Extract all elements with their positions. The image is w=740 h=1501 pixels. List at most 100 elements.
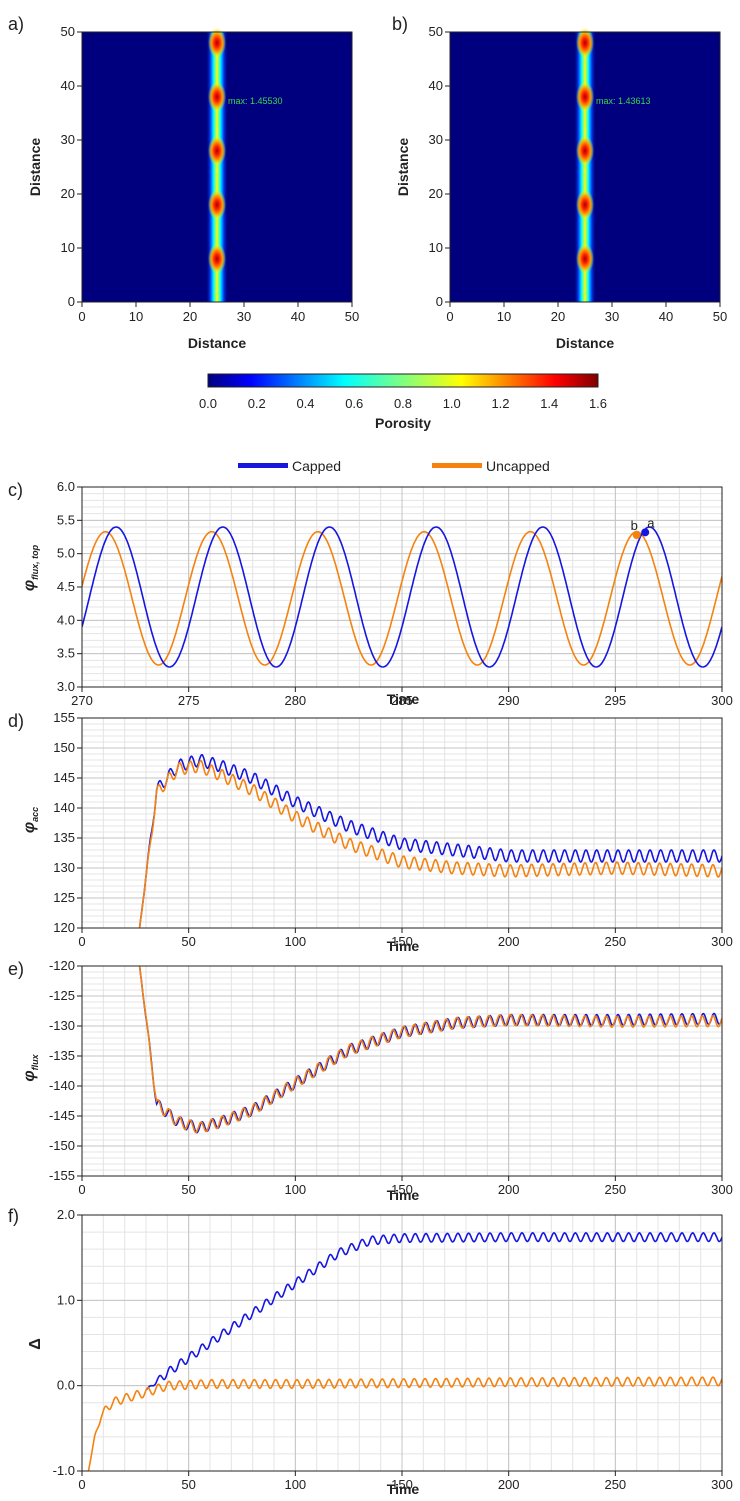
p-c-marker-label-a: a bbox=[647, 515, 655, 530]
colorbar-tick-label: 1.6 bbox=[589, 396, 607, 411]
p-d-series-uncapped bbox=[138, 759, 722, 928]
p-c-ytick-label: 5.5 bbox=[57, 512, 75, 527]
p-e-ytick-label: -145 bbox=[49, 1108, 75, 1123]
p-e-ytick-label: -150 bbox=[49, 1138, 75, 1153]
p-f-xtick-label: 100 bbox=[284, 1477, 306, 1492]
panel-a-yticks: 0 10 20 30 40 50 bbox=[61, 24, 82, 309]
a-ytick-label: 20 bbox=[61, 186, 75, 201]
panel-a-xticks: 0 10 20 30 40 50 bbox=[78, 302, 359, 324]
p-c-marker-label-b: b bbox=[631, 518, 638, 533]
p-c-ytick-label: 4.0 bbox=[57, 612, 75, 627]
p-d-xtick-label: 50 bbox=[181, 934, 195, 949]
p-c-ytick-label: 6.0 bbox=[57, 479, 75, 494]
p-d-series-capped bbox=[138, 753, 722, 928]
p-e-xtick-label: 200 bbox=[498, 1182, 520, 1197]
svg-text:φacc: φacc bbox=[21, 807, 40, 833]
b-xtick-label: 50 bbox=[713, 309, 727, 324]
a-ytick-label: 40 bbox=[61, 78, 75, 93]
a-porosity-peak-0 bbox=[208, 243, 226, 274]
b-xtick-label: 40 bbox=[659, 309, 673, 324]
panel-a-max-annotation: max: 1.45530 bbox=[228, 96, 283, 106]
p-d-ytick-label: 150 bbox=[53, 740, 75, 755]
b-porosity-peak-1 bbox=[576, 189, 594, 220]
b-ytick-label: 40 bbox=[429, 78, 443, 93]
p-f-xtick-label: 150 bbox=[391, 1477, 413, 1492]
colorbar-gradient bbox=[207, 373, 599, 388]
panel-b-yticks: 0 10 20 30 40 50 bbox=[429, 24, 450, 309]
panel-f-ylabel: Δ bbox=[27, 1338, 44, 1350]
p-f-ytick-label: 0.0 bbox=[57, 1378, 75, 1393]
panel-e-ylabel: φflux bbox=[21, 1053, 40, 1081]
panel-a-frame bbox=[81, 31, 353, 303]
p-c-xtick-label: 280 bbox=[284, 693, 306, 708]
p-d-ytick-label: 145 bbox=[53, 770, 75, 785]
p-c-xtick-label: 285 bbox=[391, 693, 413, 708]
p-d-xtick-label: 150 bbox=[391, 934, 413, 949]
p-c-marker-a bbox=[641, 528, 650, 537]
panel-b-max-annotation: max: 1.43613 bbox=[596, 96, 651, 106]
p-e-xtick-label: 0 bbox=[78, 1182, 85, 1197]
panel-a: a) max: 1.45530 0 10 20 30 40 50 01020304050 … bbox=[8, 14, 359, 351]
p-f-xtick-label: 250 bbox=[604, 1477, 626, 1492]
panel-c-xlabel: Time bbox=[387, 691, 420, 707]
colorbar-tick-label: 0.8 bbox=[394, 396, 412, 411]
p-c-xtick-label: 275 bbox=[178, 693, 200, 708]
p-f-ytick-label: 2.0 bbox=[57, 1207, 75, 1222]
a-ytick-label: 50 bbox=[61, 24, 75, 39]
colorbar-tick-label: 0.0 bbox=[199, 396, 217, 411]
legend-label-capped: Capped bbox=[292, 458, 341, 474]
panel-e-xlabel: Time bbox=[387, 1187, 420, 1203]
a-xtick-label: 10 bbox=[129, 309, 143, 324]
p-f-grid bbox=[81, 1214, 723, 1472]
p-e-series-capped bbox=[138, 966, 722, 1134]
colorbar-ticks: 0.0 0.2 0.4 0.6 0.8 1.0 1.2 1.4 1.6 bbox=[199, 396, 607, 411]
a-porosity-peak-4 bbox=[208, 27, 226, 58]
panel-b-hotspots bbox=[576, 27, 594, 274]
b-xtick-label: 20 bbox=[551, 309, 565, 324]
legend-label-uncapped: Uncapped bbox=[486, 458, 550, 474]
b-ytick-label: 10 bbox=[429, 240, 443, 255]
b-xtick-label: 30 bbox=[605, 309, 619, 324]
panel-a-hotspots bbox=[208, 27, 226, 274]
p-f-xtick-label: 300 bbox=[711, 1477, 733, 1492]
p-d-xtick-label: 300 bbox=[711, 934, 733, 949]
panel-b: b) max: 1.43613 0 10 20 30 40 50 01020304050 … bbox=[392, 14, 727, 351]
legend-swatch-capped bbox=[238, 463, 288, 468]
panel-d-ylabel: φacc bbox=[21, 807, 40, 833]
p-e-xtick-label: 150 bbox=[391, 1182, 413, 1197]
p-f-series-uncapped bbox=[87, 1376, 722, 1471]
a-porosity-peak-2 bbox=[208, 135, 226, 166]
p-d-xtick-label: 250 bbox=[604, 934, 626, 949]
p-c-ytick-label: 3.5 bbox=[57, 646, 75, 661]
panel-b-ylabel: Distance bbox=[395, 138, 411, 197]
p-d-grid bbox=[81, 717, 723, 929]
panel-b-label: b) bbox=[392, 14, 408, 34]
p-d-ytick-label: 130 bbox=[53, 860, 75, 875]
b-porosity-peak-2 bbox=[576, 135, 594, 166]
p-e-ytick-label: -120 bbox=[49, 958, 75, 973]
p-d-ytick-label: 135 bbox=[53, 830, 75, 845]
p-f-xtick-label: 0 bbox=[78, 1477, 85, 1492]
panel-b-frame bbox=[449, 31, 721, 303]
p-c-marker-b bbox=[632, 531, 641, 539]
p-f-xtick-label: 50 bbox=[181, 1477, 195, 1492]
colorbar-tick-label: 1.0 bbox=[443, 396, 461, 411]
p-c-ytick-label: 3.0 bbox=[57, 679, 75, 694]
b-ytick-label: 30 bbox=[429, 132, 443, 147]
svg-text:φflux, top: φflux, top bbox=[21, 544, 40, 591]
panel-e-label: e) bbox=[8, 959, 24, 979]
b-ytick-label: 50 bbox=[429, 24, 443, 39]
b-ytick-label: 0 bbox=[436, 294, 443, 309]
panel-a-xlabel: Distance bbox=[188, 335, 247, 351]
p-c-xtick-label: 295 bbox=[604, 693, 626, 708]
svg-text:φflux: φflux bbox=[21, 1053, 40, 1081]
p-d-xtick-label: 100 bbox=[284, 934, 306, 949]
p-c-xtick-label: 270 bbox=[71, 693, 93, 708]
legend: Capped Uncapped bbox=[238, 458, 550, 474]
p-f-ytick-label: 1.0 bbox=[57, 1292, 75, 1307]
panel-c: c) Time φflux, top ab 270 275 280 285 290 295 3… bbox=[8, 479, 733, 708]
p-f-series-capped bbox=[145, 1232, 722, 1391]
p-c-ytick-label: 4.5 bbox=[57, 579, 75, 594]
panel-d-label: d) bbox=[8, 711, 24, 731]
